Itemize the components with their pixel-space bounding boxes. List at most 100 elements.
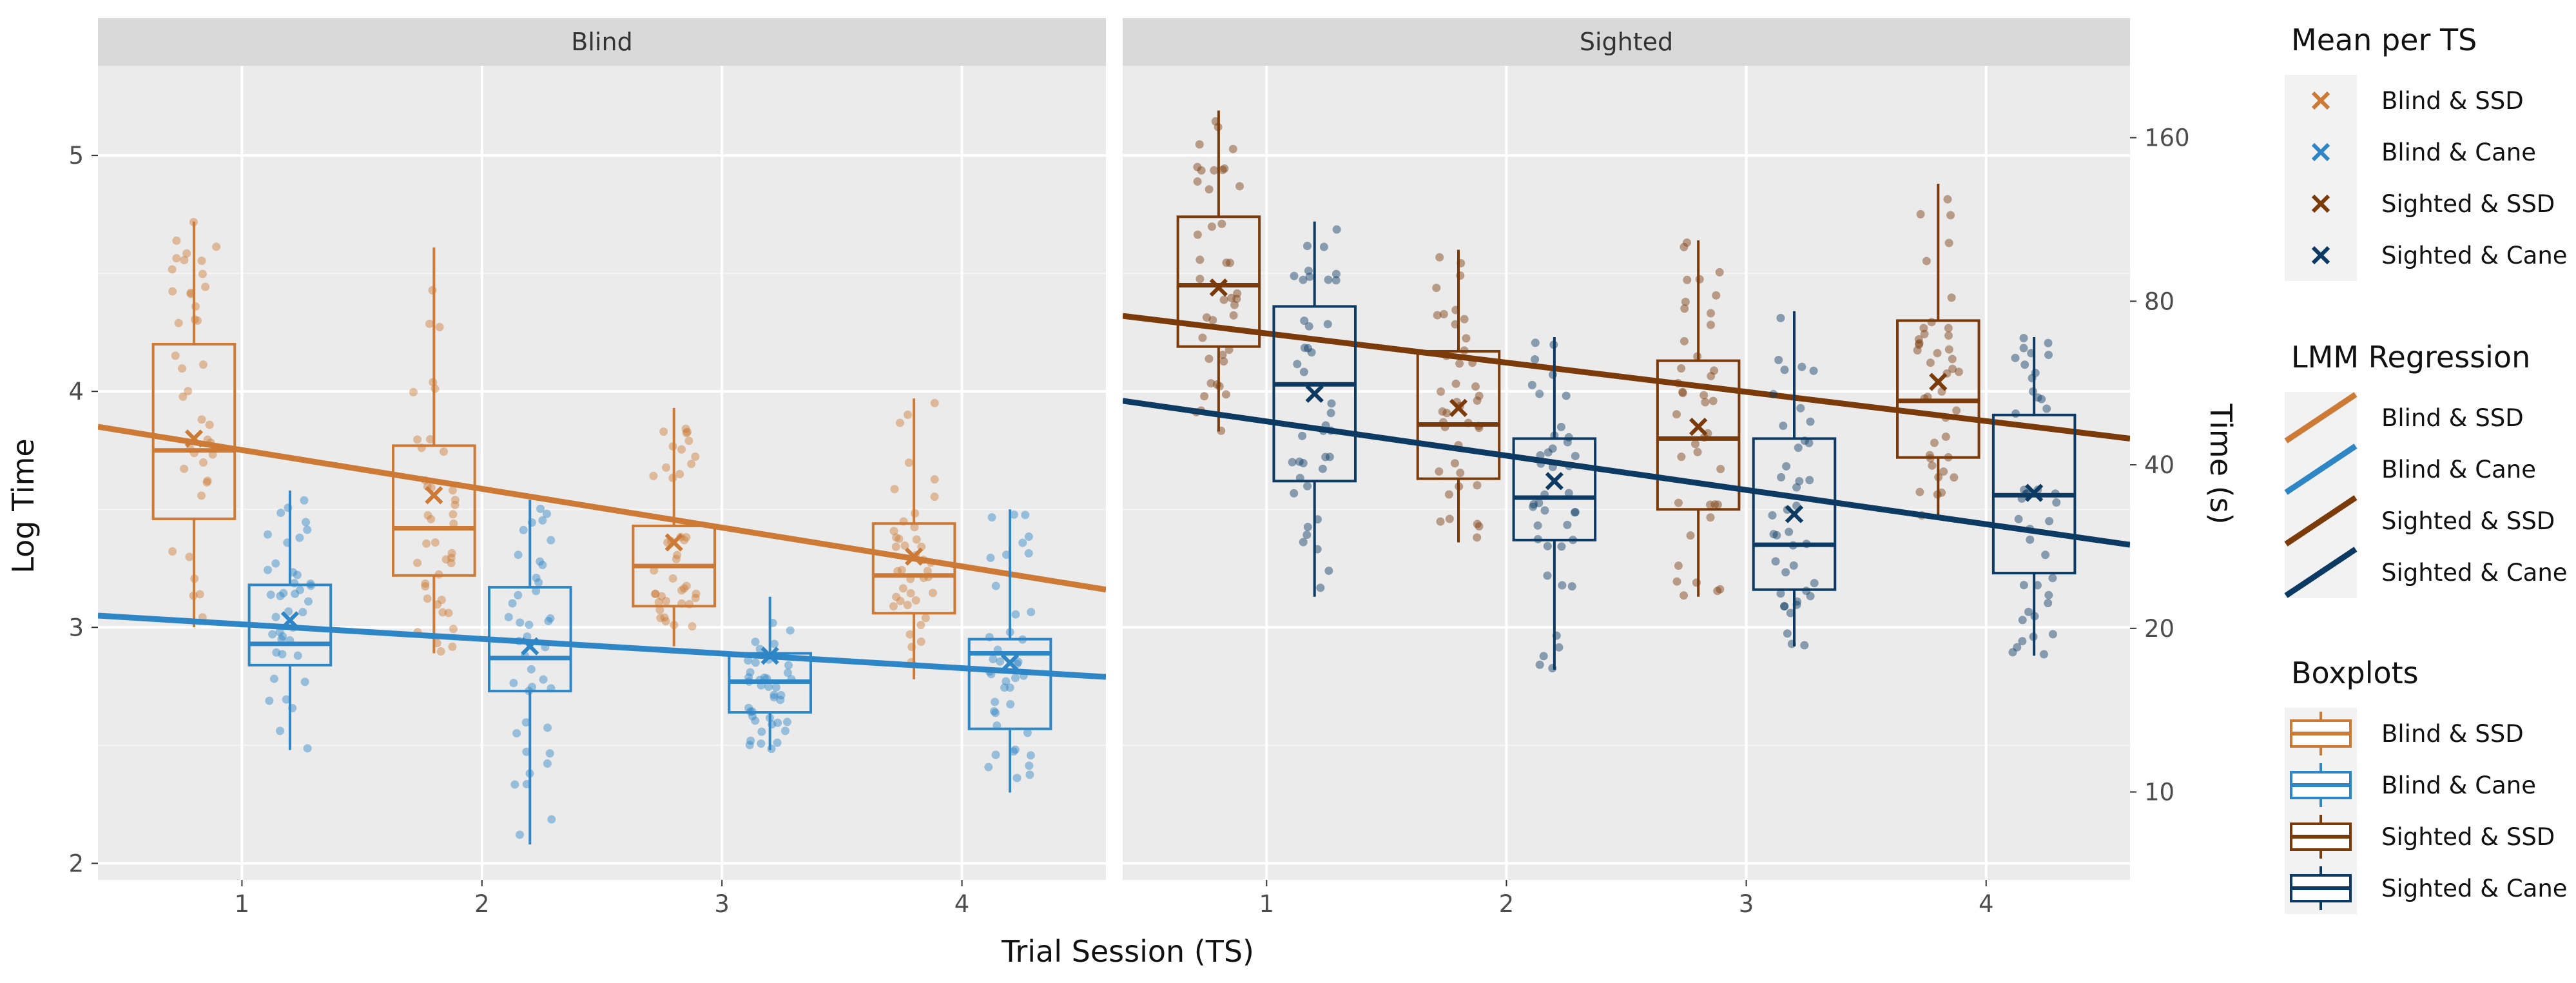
data-point — [682, 581, 691, 590]
data-point — [755, 645, 764, 654]
data-point — [1780, 602, 1789, 611]
data-point — [547, 536, 556, 545]
data-point — [1220, 164, 1229, 173]
data-point — [1200, 392, 1209, 401]
data-point — [1810, 579, 1819, 588]
data-point — [1544, 448, 1553, 457]
data-point — [276, 726, 285, 735]
data-point — [1219, 295, 1228, 304]
data-point — [1299, 367, 1308, 376]
data-point — [996, 657, 1005, 666]
data-point — [421, 582, 430, 591]
data-point — [1219, 357, 1228, 366]
data-point — [1570, 508, 1579, 517]
data-point — [677, 445, 686, 454]
regression-line — [1123, 313, 2130, 442]
data-point — [657, 592, 666, 601]
data-point — [271, 559, 280, 568]
data-point — [447, 559, 456, 568]
data-point — [1218, 166, 1227, 175]
legend-line-key — [2284, 495, 2358, 547]
data-point — [1713, 587, 1722, 596]
data-point — [1948, 364, 1957, 373]
data-point — [180, 464, 189, 473]
legend-entry: Blind & Cane — [2285, 126, 2536, 178]
data-point — [991, 708, 1000, 717]
data-point — [1713, 500, 1722, 509]
data-point — [1780, 601, 1789, 610]
legend-entry: Sighted & Cane — [2285, 862, 2568, 914]
data-layer — [1123, 110, 2130, 673]
legend-entry: Blind & SSD — [2284, 392, 2524, 443]
data-point — [1208, 316, 1217, 325]
data-point — [1210, 166, 1219, 175]
data-point — [1193, 162, 1202, 171]
legend-label: Sighted & Cane — [2381, 242, 2568, 269]
data-point — [1703, 429, 1712, 438]
data-point — [212, 242, 221, 251]
data-point — [263, 530, 272, 539]
data-point — [1002, 550, 1011, 560]
data-point — [447, 553, 456, 562]
series-sighted-cane — [1123, 221, 2130, 673]
data-point — [991, 581, 1000, 590]
data-point — [777, 690, 786, 699]
data-point — [767, 745, 776, 754]
data-point — [1009, 510, 1018, 519]
data-point — [1916, 209, 1925, 219]
data-point — [527, 683, 536, 692]
data-point — [1944, 345, 1953, 354]
data-point — [770, 693, 779, 702]
data-point — [1462, 334, 1471, 343]
data-point — [991, 697, 1000, 706]
data-point — [184, 387, 193, 396]
data-point — [185, 552, 194, 561]
data-point — [1680, 336, 1689, 346]
data-point — [171, 351, 180, 360]
data-point — [1444, 490, 1453, 499]
data-point — [450, 496, 460, 505]
data-point — [895, 418, 904, 427]
data-point — [1027, 608, 1036, 617]
data-point — [304, 597, 313, 606]
data-point — [1800, 641, 1809, 650]
data-point — [1535, 660, 1544, 669]
data-point — [1779, 422, 1788, 431]
data-point — [199, 360, 208, 369]
data-point — [1562, 391, 1571, 400]
data-point — [436, 647, 445, 656]
data-point — [2008, 648, 2017, 657]
legend-entry: Blind & Cane — [2284, 443, 2536, 495]
data-point — [1786, 608, 1795, 618]
strip-background — [1123, 18, 2130, 66]
data-point — [2011, 409, 2020, 418]
data-point — [1950, 473, 1959, 482]
data-point — [538, 561, 547, 570]
data-point — [1710, 366, 1719, 375]
x-tick-label: 4 — [954, 890, 970, 918]
data-point — [1202, 313, 1211, 322]
data-point — [2026, 535, 2035, 544]
data-point — [1195, 140, 1204, 149]
data-point — [543, 509, 552, 518]
data-point — [1913, 346, 1922, 355]
data-point — [786, 626, 795, 635]
data-point — [1227, 293, 1236, 302]
data-point — [1026, 751, 1035, 760]
data-point — [1218, 350, 1227, 359]
data-point — [1018, 538, 1027, 547]
legend-label: Blind & SSD — [2381, 404, 2524, 432]
data-point — [1436, 517, 1445, 526]
data-point — [928, 589, 937, 598]
data-point — [1011, 745, 1020, 754]
data-point — [509, 679, 518, 688]
legend-entry: Blind & SSD — [2285, 708, 2524, 759]
data-point — [1021, 511, 1030, 520]
data-point — [1233, 289, 1242, 298]
data-point — [923, 567, 932, 576]
data-point — [1235, 182, 1244, 191]
data-point — [692, 589, 701, 598]
box — [967, 637, 1052, 730]
data-point — [1304, 266, 1313, 275]
data-point — [745, 741, 754, 750]
